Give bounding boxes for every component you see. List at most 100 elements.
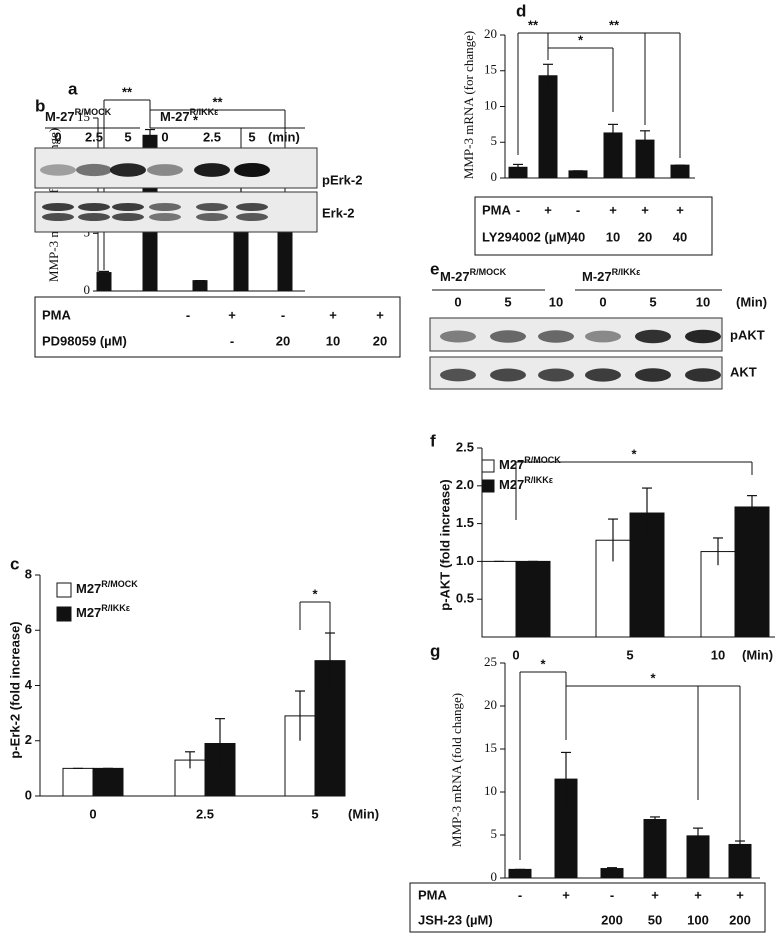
panel-letter: f xyxy=(430,431,436,450)
error-bar xyxy=(513,163,523,171)
lane-label: 10 xyxy=(696,294,710,309)
legend-entry: M27R/MOCK xyxy=(76,579,138,596)
error-bar xyxy=(561,751,571,806)
blot-band xyxy=(110,163,146,177)
y-tick-label: 0 xyxy=(491,869,498,884)
panel-letter: c xyxy=(10,554,19,573)
blot-row-label: pErk-2 xyxy=(322,172,362,187)
table-cell: - xyxy=(518,887,522,902)
y-tick-label: 15 xyxy=(484,740,497,755)
blot-group-label-base: M-27 xyxy=(160,109,190,124)
table-cell: - xyxy=(281,307,285,322)
error-bar xyxy=(747,495,757,519)
error-bar xyxy=(145,128,155,142)
legend-entry: M27R/IKKε xyxy=(499,475,554,492)
y-tick-label: 20 xyxy=(484,26,497,41)
table-cell: 200 xyxy=(729,912,751,927)
table-cell: 100 xyxy=(687,912,709,927)
table-cell: - xyxy=(230,333,234,348)
condition-table xyxy=(34,296,401,358)
table-cell: 40 xyxy=(673,229,687,244)
table-row-label: PMA xyxy=(42,307,72,322)
table-cell: + xyxy=(609,202,617,217)
blot-group-label-sup: R/MOCK xyxy=(75,107,112,117)
blot-group-label-sup: R/MOCK xyxy=(470,267,507,277)
significance-label: * xyxy=(631,446,637,461)
blot-band xyxy=(490,330,526,343)
table-cell: + xyxy=(544,202,552,217)
error-bar xyxy=(295,690,305,741)
legend-swatch xyxy=(481,479,495,493)
blot-band xyxy=(538,368,574,382)
table-row-label: PMA xyxy=(482,202,512,217)
table-cell: - xyxy=(576,202,580,217)
blot-band xyxy=(490,368,526,382)
table-cell: - xyxy=(186,307,190,322)
blot-band xyxy=(685,329,721,344)
table-cell: 10 xyxy=(606,229,620,244)
significance-label: ** xyxy=(609,17,620,32)
table-row-label: PMA xyxy=(418,887,448,902)
table-cell: 200 xyxy=(601,912,623,927)
y-axis-label: p-AKT (fold increase) xyxy=(437,479,452,610)
condition-table xyxy=(409,882,766,933)
lane-label: 0 xyxy=(161,129,168,144)
legend-entry: M27R/IKKε xyxy=(76,603,131,620)
y-tick-label: 15 xyxy=(484,62,497,77)
table-cell: - xyxy=(610,887,614,902)
lane-label: 0 xyxy=(54,129,61,144)
y-tick-label: 5 xyxy=(491,826,498,841)
blot-group-label-base: M-27 xyxy=(45,109,75,124)
table-cell: 40 xyxy=(571,229,585,244)
significance-label: * xyxy=(312,586,318,601)
lane-label: 2.5 xyxy=(85,129,103,144)
blot-band xyxy=(78,213,110,221)
blot-band xyxy=(196,213,228,221)
error-bar xyxy=(215,718,225,769)
blot-group-label-sup: R/IKKε xyxy=(612,267,641,277)
y-tick-label: 2.0 xyxy=(456,477,474,492)
x-unit: (Min) xyxy=(348,806,379,821)
legend-entry-base: M27 xyxy=(76,605,101,620)
table-row-label: LY294002 (µM) xyxy=(482,229,571,244)
blot-band xyxy=(149,203,181,211)
blot-band xyxy=(196,203,228,211)
lane-label: 5 xyxy=(248,129,255,144)
significance-label: * xyxy=(193,112,199,127)
lane-label: 0 xyxy=(454,294,461,309)
y-tick-label: 6 xyxy=(25,622,32,637)
y-tick-label: 0 xyxy=(491,169,498,184)
y-tick-label: 20 xyxy=(484,697,497,712)
bar xyxy=(734,506,770,638)
table-row-label: JSH-23 (µM) xyxy=(418,912,493,927)
bar xyxy=(92,767,124,797)
y-tick-label: 10 xyxy=(484,97,497,112)
blot-band xyxy=(685,368,721,382)
error-bar xyxy=(608,518,618,562)
x-tick-label: 0 xyxy=(512,647,519,662)
blot-band xyxy=(42,213,74,221)
blot-band xyxy=(78,203,110,211)
y-tick-label: 5 xyxy=(491,133,498,148)
significance-label: ** xyxy=(212,94,223,109)
bar xyxy=(62,767,94,797)
table-cell: + xyxy=(736,887,744,902)
table-cell: + xyxy=(562,887,570,902)
blot-band xyxy=(635,329,671,344)
blot-band xyxy=(538,330,574,343)
blot-band xyxy=(149,213,181,221)
bar xyxy=(192,280,208,292)
table-cell: 20 xyxy=(373,333,387,348)
panel-letter: e xyxy=(430,259,439,278)
blot-band xyxy=(440,368,476,382)
blot-group-label-sup: R/IKKε xyxy=(190,107,219,117)
error-bar xyxy=(185,751,195,769)
x-tick-label: 10 xyxy=(711,647,725,662)
legend-entry-base: M27 xyxy=(499,477,524,492)
significance-label: ** xyxy=(122,84,133,99)
y-tick-label: 4 xyxy=(25,677,33,692)
error-bar xyxy=(650,816,660,823)
blot-row-label: AKT xyxy=(730,364,757,379)
x-tick-label: 2.5 xyxy=(196,806,214,821)
bar xyxy=(643,819,667,879)
